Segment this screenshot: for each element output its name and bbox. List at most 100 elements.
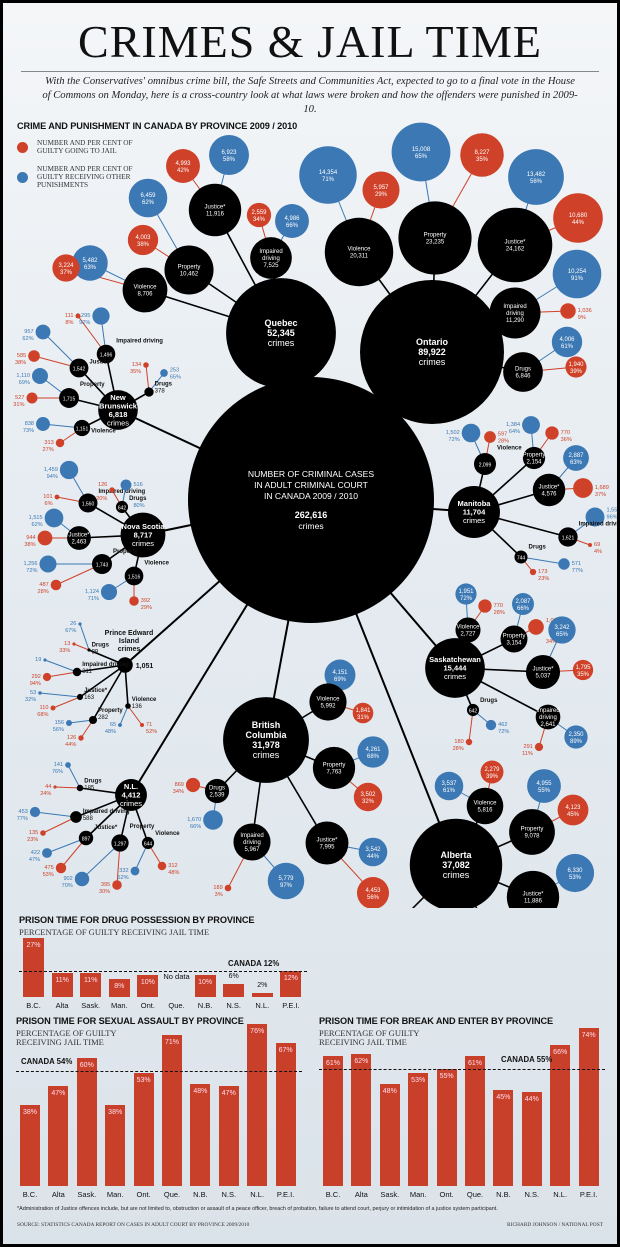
- other-bubble: [508, 149, 564, 205]
- bar-6: 48%: [190, 1083, 211, 1186]
- jail-count: 1,689: [595, 485, 609, 491]
- category-label: Property: [521, 827, 544, 833]
- jail-percent: 94%: [30, 681, 41, 687]
- other-bubble: [120, 479, 132, 491]
- other-bubble: [72, 245, 108, 281]
- other-percent: 73%: [23, 428, 34, 434]
- category-bubble: [69, 358, 89, 378]
- bar-value-label: 44%: [524, 1096, 539, 1104]
- other-bubble: [299, 146, 357, 204]
- jail-count: 69: [594, 542, 600, 548]
- other-bubble: [209, 135, 249, 175]
- category-total: 39: [92, 649, 99, 655]
- bar-category-label: Man.: [106, 1190, 124, 1199]
- title-divider: [21, 71, 599, 72]
- bar-value-label: 71%: [164, 1038, 179, 1046]
- bar-0: 61%: [323, 1056, 343, 1186]
- category-bubble: [124, 566, 144, 586]
- jail-count: 291: [524, 744, 533, 750]
- bar-8: 66%: [550, 1045, 571, 1186]
- province-unit: crimes: [443, 870, 470, 880]
- province-bubble: [117, 657, 133, 673]
- province-name: Brunswick: [99, 401, 138, 410]
- province-name: Prince Edward: [105, 630, 154, 637]
- other-percent: 56%: [53, 727, 64, 733]
- bar-4: 53%: [133, 1073, 154, 1186]
- jail-count: 5,957: [373, 185, 389, 191]
- other-bubble: [36, 417, 50, 431]
- province-bubble: [425, 638, 485, 698]
- category-total: 588: [83, 816, 94, 822]
- category-bubble: [525, 654, 561, 690]
- category-label: Impaired: [259, 249, 282, 255]
- bar-value-label: 45%: [496, 1094, 511, 1102]
- jail-bubble: [356, 876, 390, 908]
- jail-bubble: [362, 171, 400, 209]
- bar-6: 10%: [194, 975, 216, 997]
- category-bubble: [474, 453, 496, 475]
- other-percent: 80%: [133, 503, 144, 509]
- category-bubble: [88, 715, 98, 725]
- jail-count: 585: [17, 353, 26, 359]
- other-percent: 70%: [62, 883, 73, 889]
- jail-count: 4,993: [175, 161, 191, 167]
- other-bubble: [455, 583, 477, 605]
- jail-bubble: [573, 478, 593, 498]
- other-count: 1,459: [44, 467, 58, 473]
- category-total: 1,621: [562, 536, 575, 542]
- bar-chart-title: PRISON TIME FOR DRUG POSSESSION BY PROVI…: [19, 915, 255, 925]
- other-bubble: [564, 725, 588, 749]
- bar-1: 47%: [48, 1085, 69, 1186]
- category-total: 5,967: [244, 847, 260, 853]
- province-name: Nova Scotia: [122, 522, 166, 531]
- other-link: [520, 556, 565, 565]
- other-bubble: [65, 762, 71, 768]
- bar-value-label: 2%: [257, 981, 268, 989]
- jail-bubble: [129, 596, 139, 606]
- other-count: 156: [55, 720, 64, 726]
- other-bubble: [59, 460, 79, 480]
- other-percent: 66%: [517, 606, 530, 612]
- bar-category-label: P.E.I.: [579, 1190, 598, 1199]
- jail-count: 527: [15, 395, 24, 401]
- category-bubble: [76, 784, 84, 792]
- bar-value-label: 6%: [228, 972, 239, 980]
- jail-bubble: [78, 735, 84, 741]
- jail-count: 10,680: [569, 213, 588, 219]
- other-count: 1,110: [16, 373, 30, 379]
- other-percent: 63%: [570, 460, 583, 466]
- category-label: Drugs: [129, 496, 147, 502]
- bar-category-label: Ont.: [140, 1001, 155, 1010]
- other-count: 4,261: [365, 747, 381, 753]
- province-name: Saskatchewan: [429, 655, 481, 664]
- bar-value-label: 48%: [193, 1087, 208, 1095]
- jail-percent: 38%: [24, 542, 35, 548]
- category-label: Property: [523, 453, 546, 459]
- category-bubble: [204, 778, 230, 804]
- category-total: 2,539: [209, 793, 225, 799]
- province-total: 6,818: [109, 410, 128, 419]
- category-label: driving: [539, 715, 557, 721]
- bar-value-label: 62%: [354, 1057, 369, 1065]
- category-bubble: [73, 419, 91, 437]
- other-bubble: [527, 769, 561, 803]
- jail-bubble: [40, 830, 46, 836]
- province-total: 15,444: [444, 664, 468, 673]
- category-bubble: [455, 617, 481, 643]
- province-name: Manitoba: [458, 499, 492, 508]
- bar-category-label: N.S.: [226, 1001, 241, 1010]
- jail-count: 4,453: [365, 888, 381, 894]
- other-count: 26: [70, 621, 76, 627]
- jail-percent: 39%: [486, 774, 499, 780]
- other-count: 4,151: [332, 670, 348, 676]
- jail-count: 395: [101, 882, 110, 888]
- bar-category-label: Alta: [51, 1190, 65, 1199]
- bar-3: 8%: [108, 979, 130, 997]
- other-count: 1,502: [446, 430, 460, 436]
- other-count: 4,986: [284, 216, 300, 222]
- other-count: 3,542: [365, 847, 381, 853]
- jail-count: 71: [146, 722, 152, 728]
- jail-bubble: [75, 313, 81, 319]
- category-label: driving: [243, 840, 261, 846]
- other-bubble: [555, 853, 595, 893]
